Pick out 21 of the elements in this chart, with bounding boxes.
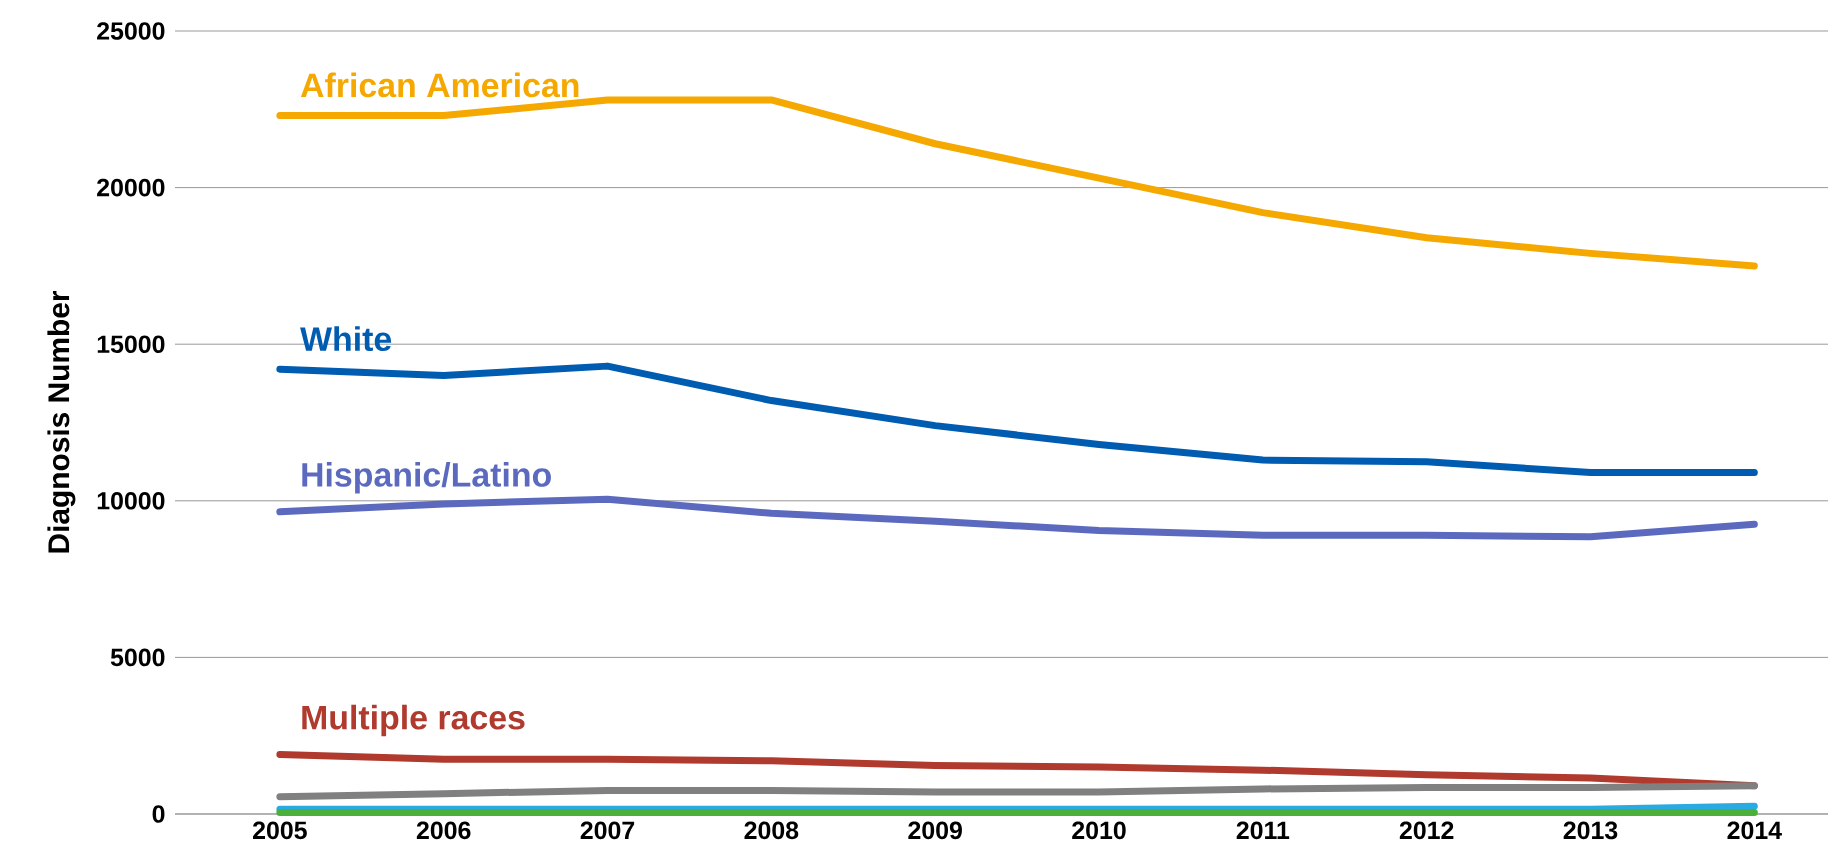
series-label: Hispanic/Latino — [302, 461, 551, 494]
y-tick-label: 10000 — [97, 491, 165, 510]
series-label: Multiple races — [302, 704, 525, 737]
x-tick-label: 2005 — [253, 821, 307, 840]
x-tick-label: 2006 — [416, 821, 471, 840]
x-tick-label: 2007 — [580, 821, 635, 840]
y-tick-label: 0 — [152, 805, 165, 823]
series-label: African American — [300, 72, 579, 98]
y-tick-label: 25000 — [97, 22, 165, 40]
x-tick-label: 2008 — [744, 821, 799, 840]
y-axis-title: Diagnosis Number — [47, 290, 76, 553]
x-tick-label: 2012 — [1399, 821, 1454, 840]
x-tick-label: 2013 — [1563, 821, 1618, 840]
y-tick-label: 20000 — [97, 178, 165, 197]
x-tick-label: 2014 — [1727, 821, 1782, 840]
x-tick-label: 2009 — [908, 821, 962, 840]
y-tick-label: 5000 — [110, 648, 165, 667]
y-tick-label: 15000 — [97, 335, 165, 354]
x-tick-label: 2011 — [1236, 821, 1290, 840]
series-label: White — [300, 326, 392, 352]
x-tick-label: 2010 — [1072, 821, 1126, 840]
